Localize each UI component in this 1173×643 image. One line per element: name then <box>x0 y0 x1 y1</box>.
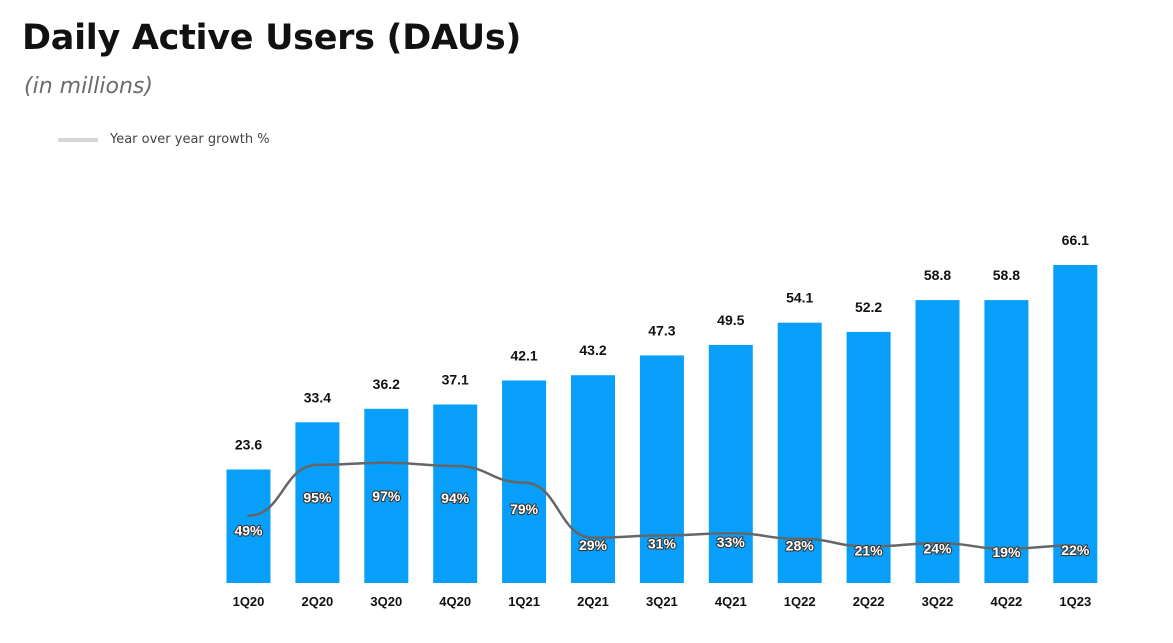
x-tick-1q23: 1Q23 <box>1059 594 1091 609</box>
growth-label-1q20: 49% <box>234 522 263 538</box>
bar-value-label-3q21: 47.3 <box>648 322 675 338</box>
bar-1q23 <box>1053 265 1098 583</box>
bar-value-label-1q23: 66.1 <box>1062 232 1089 248</box>
bar-value-label-1q20: 23.6 <box>235 437 262 453</box>
growth-line-series <box>247 461 1077 550</box>
bar-value-label-3q20: 36.2 <box>373 376 400 392</box>
bar-3q20 <box>364 408 409 583</box>
growth-pct-labels: 49% 95% 97% 94% 79% 29% 31% 33% 28% 21% 24% 19% 22% <box>233 487 1091 561</box>
bar-3q22 <box>915 300 960 583</box>
chart-title: Daily Active Users (DAUs) <box>22 18 522 58</box>
x-axis-ticks: 1Q20 2Q20 3Q20 4Q20 1Q21 2Q21 3Q21 4Q21 1Q22 2Q22… <box>233 594 1092 609</box>
growth-label-3q21: 31% <box>648 535 677 551</box>
x-tick-1q21: 1Q21 <box>508 594 540 609</box>
bar-value-label-3q22: 58.8 <box>924 267 951 283</box>
x-tick-2q20: 2Q20 <box>301 594 333 609</box>
chart-subtitle: (in millions) <box>24 74 153 99</box>
growth-label-2q20: 95% <box>303 489 332 505</box>
bar-value-label-2q20: 33.4 <box>304 389 331 405</box>
bar-1q20 <box>226 469 271 583</box>
x-tick-1q22: 1Q22 <box>784 594 816 609</box>
bar-value-label-2q22: 52.2 <box>855 299 882 315</box>
growth-label-4q21: 33% <box>717 534 746 550</box>
growth-label-1q23: 22% <box>1061 542 1090 558</box>
bar-value-label-1q22: 54.1 <box>786 290 813 306</box>
bar-2q22 <box>846 331 891 583</box>
x-tick-3q21: 3Q21 <box>646 594 678 609</box>
bar-4q20 <box>433 404 478 583</box>
x-tick-2q21: 2Q21 <box>577 594 609 609</box>
bar-value-labels: 23.6 33.4 36.2 37.1 42.1 43.2 47.3 49.5 54.1 52.2… <box>235 232 1089 453</box>
bar-series <box>226 265 1098 583</box>
growth-label-4q20: 94% <box>441 490 470 506</box>
x-tick-1q20: 1Q20 <box>233 594 265 609</box>
growth-label-2q22: 21% <box>855 543 884 559</box>
growth-label-3q20: 97% <box>372 488 401 504</box>
growth-label-4q22: 19% <box>992 544 1021 560</box>
growth-label-1q22: 28% <box>786 538 815 554</box>
legend-line-swatch <box>58 137 98 142</box>
bar-4q22 <box>984 300 1029 583</box>
bar-value-label-4q22: 58.8 <box>993 267 1020 283</box>
legend-label: Year over year growth % <box>110 132 270 147</box>
legend: Year over year growth % <box>58 132 270 147</box>
x-tick-3q22: 3Q22 <box>922 594 954 609</box>
bar-value-label-4q20: 37.1 <box>442 372 469 388</box>
growth-label-2q21: 29% <box>579 537 608 553</box>
x-tick-4q20: 4Q20 <box>439 594 471 609</box>
bar-value-label-4q21: 49.5 <box>717 312 744 328</box>
x-tick-4q22: 4Q22 <box>990 594 1022 609</box>
bar-2q20 <box>295 422 340 583</box>
x-tick-2q22: 2Q22 <box>853 594 885 609</box>
bar-4q21 <box>708 344 753 583</box>
bar-3q21 <box>639 355 684 583</box>
x-tick-3q20: 3Q20 <box>370 594 402 609</box>
growth-label-1q21: 79% <box>510 501 539 517</box>
x-tick-4q21: 4Q21 <box>715 594 747 609</box>
growth-label-3q22: 24% <box>923 540 952 556</box>
bar-value-label-1q21: 42.1 <box>510 348 537 364</box>
bar-value-label-2q21: 43.2 <box>579 342 606 358</box>
bar-2q21 <box>571 375 615 583</box>
growth-line <box>247 461 1077 550</box>
